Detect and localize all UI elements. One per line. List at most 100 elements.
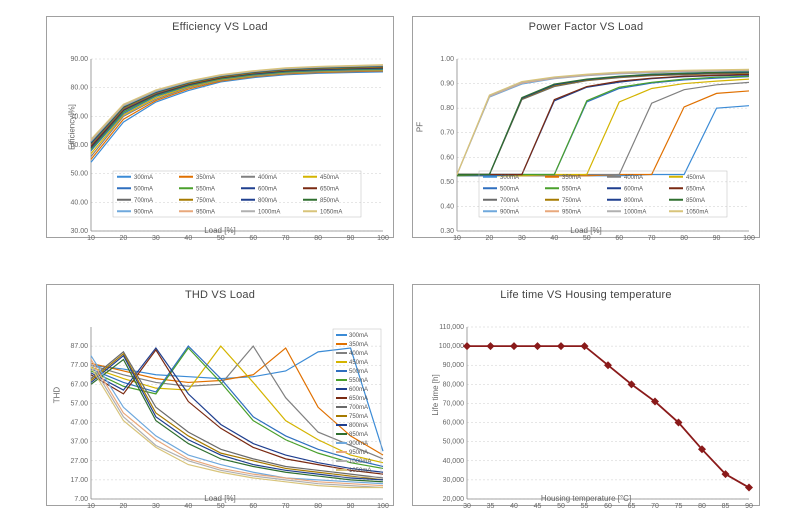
svg-text:70: 70 (282, 503, 290, 510)
page: Efficiency VS Load Efficiency[%] Load [%… (0, 0, 800, 522)
svg-text:10: 10 (453, 235, 461, 242)
svg-text:350mA: 350mA (349, 342, 368, 348)
svg-text:60: 60 (249, 503, 257, 510)
svg-text:350mA: 350mA (562, 175, 581, 181)
svg-text:100,000: 100,000 (439, 343, 464, 350)
svg-text:10: 10 (87, 503, 95, 510)
svg-text:30,000: 30,000 (443, 477, 465, 484)
svg-text:0.60: 0.60 (440, 154, 454, 161)
svg-text:1000mA: 1000mA (258, 209, 280, 215)
svg-text:80.00: 80.00 (70, 85, 88, 92)
svg-text:50,000: 50,000 (443, 439, 465, 446)
svg-text:0.90: 0.90 (440, 81, 454, 88)
svg-text:600mA: 600mA (624, 186, 643, 192)
svg-text:10: 10 (87, 235, 95, 242)
chart-efficiency-xlabel: Load [%] (47, 226, 393, 235)
svg-text:37.00: 37.00 (70, 439, 88, 446)
svg-text:47.00: 47.00 (70, 420, 88, 427)
svg-text:35: 35 (487, 503, 495, 510)
svg-text:1050mA: 1050mA (686, 209, 708, 215)
chart-lifetime: Life time VS Housing temperature Life ti… (412, 284, 760, 506)
svg-text:700mA: 700mA (500, 198, 519, 204)
svg-text:750mA: 750mA (196, 198, 215, 204)
svg-text:950mA: 950mA (349, 450, 368, 456)
svg-text:1000mA: 1000mA (624, 209, 646, 215)
svg-text:550mA: 550mA (349, 378, 368, 384)
svg-text:20: 20 (120, 235, 128, 242)
svg-text:87.00: 87.00 (70, 343, 88, 350)
chart-lifetime-title: Life time VS Housing temperature (413, 285, 759, 303)
svg-text:400mA: 400mA (624, 175, 643, 181)
svg-text:20: 20 (120, 503, 128, 510)
svg-text:1050mA: 1050mA (320, 209, 342, 215)
svg-text:850mA: 850mA (349, 432, 368, 438)
svg-text:950mA: 950mA (562, 209, 581, 215)
svg-text:57.00: 57.00 (70, 400, 88, 407)
svg-text:100: 100 (377, 503, 389, 510)
chart-efficiency-svg: 30.0040.0050.0060.0070.0080.0090.0010203… (47, 35, 395, 257)
chart-pf-ylabel: PF (416, 122, 425, 132)
svg-text:80: 80 (314, 235, 322, 242)
chart-pf: Power Factor VS Load PF Load [%] 0.300.4… (412, 16, 760, 238)
chart-thd-ylabel: THD (53, 387, 62, 403)
svg-text:30: 30 (463, 503, 471, 510)
svg-text:50: 50 (583, 235, 591, 242)
svg-text:900mA: 900mA (349, 441, 368, 447)
svg-text:75: 75 (675, 503, 683, 510)
svg-text:40: 40 (550, 235, 558, 242)
svg-text:0.40: 0.40 (440, 203, 454, 210)
svg-text:77.00: 77.00 (70, 362, 88, 369)
svg-text:850mA: 850mA (320, 198, 339, 204)
svg-text:500mA: 500mA (500, 186, 519, 192)
chart-lifetime-svg: 20,00030,00040,00050,00060,00070,00080,0… (413, 303, 761, 525)
chart-efficiency-title: Efficiency VS Load (47, 17, 393, 35)
chart-pf-title: Power Factor VS Load (413, 17, 759, 35)
svg-text:100: 100 (377, 235, 389, 242)
svg-text:850mA: 850mA (686, 198, 705, 204)
svg-text:40: 40 (184, 235, 192, 242)
svg-text:650mA: 650mA (320, 186, 339, 192)
chart-thd-xlabel: Load [%] (47, 494, 393, 503)
svg-text:60: 60 (615, 235, 623, 242)
svg-text:90: 90 (713, 235, 721, 242)
svg-text:900mA: 900mA (500, 209, 519, 215)
svg-text:70: 70 (651, 503, 659, 510)
svg-text:550mA: 550mA (562, 186, 581, 192)
svg-text:950mA: 950mA (196, 209, 215, 215)
svg-text:0.80: 0.80 (440, 105, 454, 112)
svg-text:90,000: 90,000 (443, 362, 465, 369)
svg-text:600mA: 600mA (258, 186, 277, 192)
svg-text:1.00: 1.00 (440, 56, 454, 63)
svg-text:70,000: 70,000 (443, 400, 465, 407)
svg-text:400mA: 400mA (258, 175, 277, 181)
svg-text:450mA: 450mA (349, 360, 368, 366)
svg-text:700mA: 700mA (349, 405, 368, 411)
svg-text:60: 60 (249, 235, 257, 242)
svg-text:0.70: 0.70 (440, 130, 454, 137)
svg-text:50: 50 (217, 235, 225, 242)
svg-text:27.00: 27.00 (70, 458, 88, 465)
svg-text:50.00: 50.00 (70, 171, 88, 178)
svg-text:67.00: 67.00 (70, 381, 88, 388)
svg-text:17.00: 17.00 (70, 477, 88, 484)
svg-text:60: 60 (604, 503, 612, 510)
svg-text:45: 45 (534, 503, 542, 510)
svg-text:40.00: 40.00 (70, 199, 88, 206)
svg-text:500mA: 500mA (349, 369, 368, 375)
svg-text:750mA: 750mA (349, 414, 368, 420)
svg-text:400mA: 400mA (349, 351, 368, 357)
chart-pf-xlabel: Load [%] (413, 226, 759, 235)
svg-text:300mA: 300mA (134, 175, 153, 181)
svg-text:650mA: 650mA (686, 186, 705, 192)
svg-text:800mA: 800mA (624, 198, 643, 204)
chart-efficiency: Efficiency VS Load Efficiency[%] Load [%… (46, 16, 394, 238)
chart-efficiency-ylabel: Efficiency[%] (67, 104, 76, 150)
svg-text:90: 90 (745, 503, 753, 510)
svg-text:60,000: 60,000 (443, 420, 465, 427)
svg-text:500mA: 500mA (134, 186, 153, 192)
chart-lifetime-ylabel: Life time [h] (431, 374, 440, 415)
svg-text:65: 65 (628, 503, 636, 510)
svg-text:450mA: 450mA (320, 175, 339, 181)
svg-text:900mA: 900mA (134, 209, 153, 215)
chart-thd-svg: 7.0017.0027.0037.0047.0057.0067.0077.008… (47, 303, 395, 525)
